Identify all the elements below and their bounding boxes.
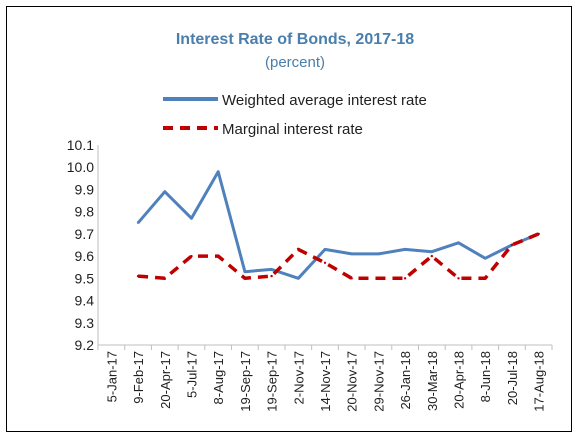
data-point <box>510 243 514 247</box>
data-point <box>323 248 327 251</box>
data-point <box>430 250 434 253</box>
data-point <box>243 277 247 280</box>
data-point <box>403 277 407 280</box>
x-tick-label: 20-Nov-17 <box>345 351 360 412</box>
legend-item-marginal: Marginal interest rate <box>163 121 363 138</box>
legend: Weighted average interest rate Marginal … <box>163 92 427 138</box>
data-point <box>350 277 353 280</box>
y-tick-label: 9.2 <box>75 337 95 353</box>
x-tick-label: 8-Jun-18 <box>478 351 493 402</box>
series-line-weighted-average <box>136 170 540 280</box>
data-point <box>216 170 220 173</box>
chart-subtitle: (percent) <box>265 54 325 71</box>
data-point <box>163 190 166 193</box>
legend-item-weighted-average: Weighted average interest rate <box>163 92 427 109</box>
data-point <box>136 274 140 278</box>
x-tick-label: 8-Aug-17 <box>211 351 226 404</box>
data-point <box>163 277 166 280</box>
data-point <box>190 217 193 220</box>
y-tick-label: 9.3 <box>75 315 95 331</box>
data-point <box>457 241 460 244</box>
y-tick-label: 9.7 <box>75 226 95 242</box>
data-point <box>484 277 487 280</box>
y-tick-label: 9.8 <box>75 204 95 220</box>
y-tick-label: 9.5 <box>75 270 95 286</box>
chart-frame <box>6 6 572 432</box>
data-point <box>297 248 300 251</box>
data-point <box>537 232 540 236</box>
series-layer <box>136 170 540 281</box>
x-tick-label: 26-Jan-18 <box>398 351 413 410</box>
y-tick-label: 10.1 <box>67 137 94 153</box>
y-tick-label: 9.9 <box>75 181 95 197</box>
data-point <box>270 274 273 278</box>
legend-label-weighted-average: Weighted average interest rate <box>222 92 427 109</box>
y-tick-label: 10.0 <box>67 159 94 175</box>
data-point <box>297 277 300 280</box>
data-point <box>403 248 407 251</box>
x-tick-label: 14-Nov-17 <box>318 351 333 412</box>
y-tick-label: 9.4 <box>75 293 95 309</box>
data-point <box>457 277 460 280</box>
data-point <box>484 257 487 260</box>
data-point <box>323 261 327 264</box>
x-tick-label: 20-Apr-17 <box>158 351 173 409</box>
data-point <box>430 254 434 258</box>
y-tick-label: 9.6 <box>75 248 95 264</box>
data-point <box>136 221 140 224</box>
legend-label-marginal: Marginal interest rate <box>222 121 363 138</box>
data-point <box>350 252 353 256</box>
axes: 9.2 9.3 9.4 9.5 9.6 9.7 9.8 9.9 10.0 10.1 5-Jan-17… <box>67 137 553 412</box>
x-tick-label: 29-Nov-17 <box>371 351 386 412</box>
x-tick-label: 9-Feb-17 <box>131 351 146 404</box>
x-tick-label: 19-Sep-17 <box>238 351 253 412</box>
x-tick-label: 30-Mar-18 <box>425 351 440 411</box>
data-point <box>216 254 220 258</box>
chart-title: Interest Rate of Bonds, 2017-18 <box>176 31 414 48</box>
x-tick-label: 17-Aug-18 <box>532 351 547 412</box>
x-tick-label: 20-Apr-18 <box>452 351 467 409</box>
data-point <box>270 268 273 271</box>
x-tick-label: 5-Jul-17 <box>184 351 199 398</box>
data-point <box>377 252 380 256</box>
x-tick-label: 2-Nov-17 <box>291 351 306 404</box>
data-point <box>243 270 247 273</box>
data-point <box>377 277 380 280</box>
x-tick-label: 19-Sep-17 <box>265 351 280 412</box>
data-point <box>190 254 193 258</box>
x-tick-label: 20-Jul-18 <box>505 351 520 405</box>
series-line-marginal <box>137 232 540 281</box>
x-tick-label: 5-Jan-17 <box>104 351 119 402</box>
